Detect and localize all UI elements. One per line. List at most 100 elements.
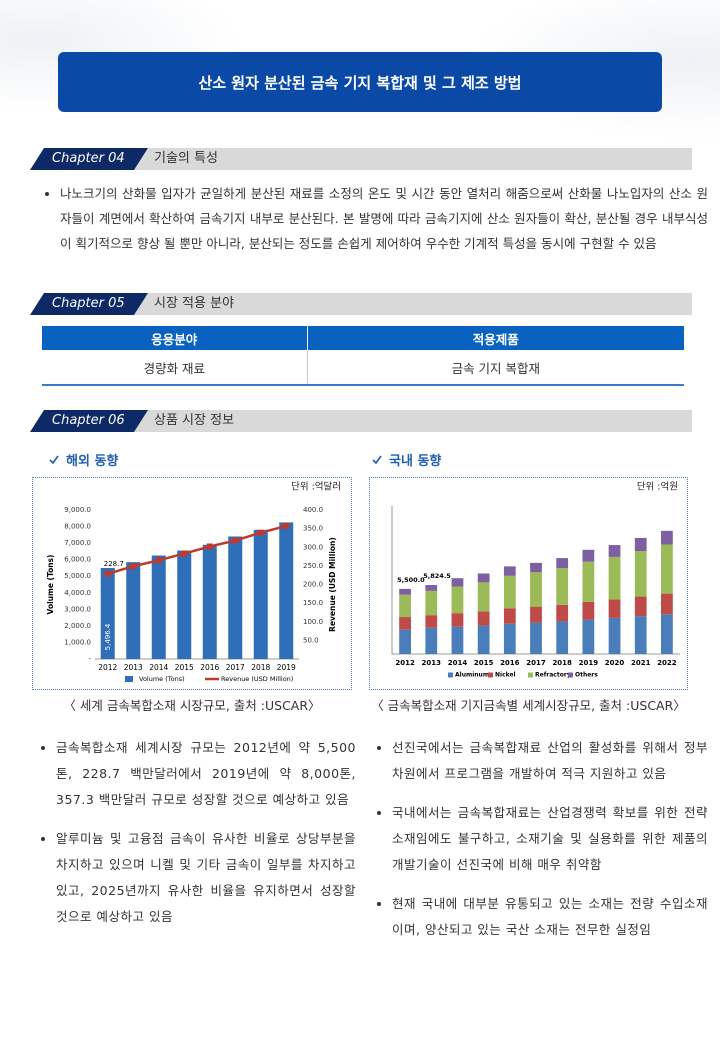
subheading-text: 해외 동향 bbox=[66, 454, 119, 469]
y2-tick-label: 50.0 bbox=[303, 636, 319, 644]
y-tick-label: 2,000.0 bbox=[64, 622, 91, 630]
bar-segment bbox=[477, 582, 490, 612]
bullet-item: 현재 국내에 대부분 유통되고 있는 소재는 전량 수입소재이며, 양산되고 있… bbox=[392, 891, 708, 943]
bar-segment bbox=[451, 578, 464, 587]
page-title: 산소 원자 분산된 금속 기지 복합재 및 그 제조 방법 bbox=[58, 52, 662, 112]
check-icon bbox=[372, 455, 382, 464]
value-label: 5,496.4 bbox=[104, 623, 112, 650]
legend-swatch bbox=[488, 672, 493, 678]
table-header: 응용분야 bbox=[42, 326, 308, 350]
y2-tick-label: 350.0 bbox=[303, 525, 323, 533]
legend-label: Volume (Tons) bbox=[139, 675, 185, 683]
x-tick-label: 2019 bbox=[579, 659, 599, 667]
x-tick-label: 2015 bbox=[474, 659, 494, 667]
bar-segment bbox=[503, 575, 516, 609]
check-icon bbox=[49, 455, 59, 464]
chart-caption: 〈 세계 금속복합소재 시장규모, 출처 :USCAR〉 bbox=[63, 698, 321, 713]
bullet-item: 금속복합소재 세계시장 규모는 2012년에 약 5,500톤, 228.7 백… bbox=[56, 735, 356, 813]
line-marker bbox=[283, 522, 290, 529]
y-tick-label: 4,000.0 bbox=[64, 589, 91, 597]
bar-segment bbox=[425, 627, 438, 654]
bar-segment bbox=[634, 596, 647, 617]
bar-segment bbox=[530, 572, 542, 607]
chapter-band bbox=[130, 293, 692, 315]
bar-segment bbox=[477, 573, 490, 583]
unit-label: 단위 :억달러 bbox=[291, 481, 341, 493]
bar bbox=[151, 555, 166, 659]
bar-segment bbox=[451, 586, 464, 614]
bullet-item: 나노크기의 산화물 입자가 균일하게 분산된 재료를 소정의 온도 및 시간 동… bbox=[60, 181, 708, 256]
bar bbox=[279, 522, 294, 659]
y-tick-label: 5,000.0 bbox=[64, 572, 91, 580]
chapter-label: Chapter 05 bbox=[30, 293, 148, 315]
subheading: 국내 동향 bbox=[371, 450, 441, 469]
chart: 단위 :억달러 - 1,000.0 2,000.0 3,000.0 4,000.0 5,00… bbox=[39, 481, 345, 686]
legend-swatch bbox=[568, 672, 573, 678]
bar-segment bbox=[556, 621, 569, 654]
chart-caption: 〈 금속복합소재 기지금속별 세계시장규모, 출처 :USCAR〉 bbox=[371, 698, 686, 713]
bullet-list: 나노크기의 산화물 입자가 균일하게 분산된 재료를 소정의 온도 및 시간 동… bbox=[38, 181, 708, 256]
bar-segment bbox=[399, 588, 411, 595]
y-tick-label: 9,000.0 bbox=[64, 506, 91, 514]
bar-segment bbox=[503, 608, 516, 624]
chapter-title: 상품 시장 정보 bbox=[154, 413, 235, 428]
chapter-bar: Chapter 06 상품 시장 정보 bbox=[30, 410, 692, 432]
y2-tick-label: 200.0 bbox=[303, 581, 323, 589]
x-tick-label: 2017 bbox=[526, 659, 546, 667]
bar bbox=[100, 568, 115, 659]
y-tick-label: - bbox=[88, 655, 91, 663]
x-tick-label: 2015 bbox=[175, 663, 194, 672]
bar-segment bbox=[608, 617, 621, 654]
line-marker bbox=[104, 570, 111, 577]
bar-segment bbox=[503, 566, 516, 576]
x-tick-label: 2013 bbox=[124, 663, 143, 672]
table-cell: 금속 기지 복합재 bbox=[307, 350, 684, 386]
bullet-item: 알루미늄 및 고융점 금속이 유사한 비율로 상당부분을 차지하고 있으며 니켈… bbox=[56, 826, 356, 930]
x-tick-label: 2012 bbox=[395, 659, 415, 667]
bar-segment bbox=[477, 625, 490, 654]
y2-tick-label: 300.0 bbox=[303, 543, 323, 551]
y2-tick-label: 400.0 bbox=[303, 506, 323, 514]
chart-box: 단위 :억원 5,500.0 2012 5,824.5 2013 2014 2015 2016… bbox=[369, 477, 688, 690]
bullet-item: 선진국에서는 금속복합재료 산업의 활성화를 위해서 정부 차원에서 프로그램을… bbox=[392, 735, 708, 787]
legend-label: Others bbox=[575, 672, 598, 679]
bullet-list: 선진국에서는 금속복합재료 산업의 활성화를 위해서 정부 차원에서 프로그램을… bbox=[370, 735, 708, 956]
bar-segment bbox=[634, 537, 647, 551]
line-marker bbox=[130, 563, 137, 570]
bar bbox=[202, 544, 217, 659]
chapter-title: 기술의 특성 bbox=[154, 151, 218, 166]
legend-swatch bbox=[448, 672, 453, 678]
legend-label: Aluminum bbox=[455, 672, 489, 679]
x-tick-label: 2014 bbox=[149, 663, 168, 672]
line-marker bbox=[257, 529, 264, 536]
subheading-text: 국내 동향 bbox=[389, 454, 442, 469]
bar-segment bbox=[556, 604, 569, 622]
chapter-title: 시장 적용 분야 bbox=[154, 296, 235, 311]
y-axis-title: Volume (Tons) bbox=[46, 555, 55, 615]
bar-segment bbox=[661, 530, 673, 545]
x-tick-label: 2017 bbox=[226, 663, 245, 672]
chapter-label: Chapter 04 bbox=[30, 148, 148, 170]
bar-segment bbox=[608, 545, 621, 557]
value-label: 5,824.5 bbox=[423, 572, 451, 580]
y-tick-label: 3,000.0 bbox=[64, 605, 91, 613]
y-tick-label: 1,000.0 bbox=[64, 638, 91, 646]
plot-background bbox=[39, 496, 345, 686]
x-tick-label: 2018 bbox=[251, 663, 270, 672]
chapter-label: Chapter 06 bbox=[30, 410, 148, 432]
x-tick-label: 2019 bbox=[277, 663, 296, 672]
bar-segment bbox=[425, 585, 438, 591]
bar bbox=[177, 550, 192, 659]
table-header: 적용제품 bbox=[307, 326, 684, 350]
bar-segment bbox=[530, 562, 542, 573]
line-marker bbox=[155, 557, 162, 564]
bar-segment bbox=[425, 590, 438, 616]
chapter-bar: Chapter 04 기술의 특성 bbox=[30, 148, 692, 170]
bar-segment bbox=[503, 623, 516, 654]
bar-segment bbox=[661, 593, 673, 615]
chart-box: 단위 :억달러 - 1,000.0 2,000.0 3,000.0 4,000.0 5,00… bbox=[32, 477, 352, 690]
bar-segment bbox=[608, 556, 621, 600]
y-tick-label: 7,000.0 bbox=[64, 539, 91, 547]
bullet-list: 금속복합소재 세계시장 규모는 2012년에 약 5,500톤, 228.7 백… bbox=[34, 735, 356, 943]
